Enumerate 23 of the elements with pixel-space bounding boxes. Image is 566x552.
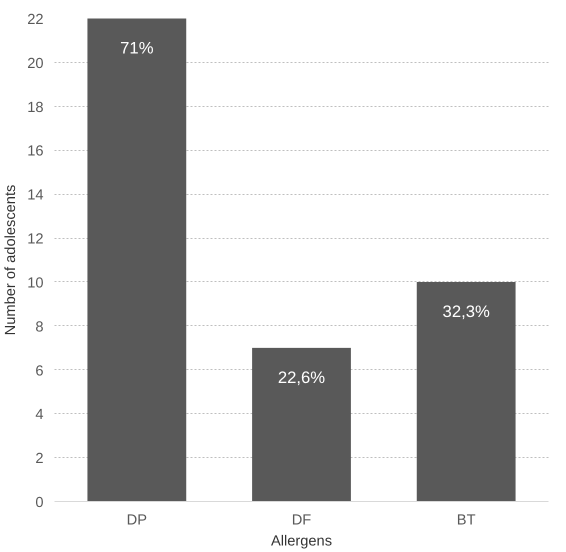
y-tick-label: 22 bbox=[27, 12, 44, 28]
y-tick-label: 16 bbox=[27, 144, 44, 160]
bar bbox=[87, 18, 186, 502]
y-tick-label: 8 bbox=[35, 319, 44, 336]
annotation: 32,3% bbox=[442, 302, 490, 321]
x-tick-label: DP bbox=[126, 512, 148, 528]
y-tick-label: 10 bbox=[27, 275, 44, 292]
bar bbox=[252, 348, 351, 502]
y-tick-label: 20 bbox=[27, 56, 44, 72]
y-tick-label: 4 bbox=[35, 407, 44, 424]
x-axis-title: Allergens bbox=[270, 534, 332, 550]
y-tick-label: 6 bbox=[35, 363, 44, 380]
y-axis-title: Number of adolescents bbox=[3, 184, 20, 336]
y-tick-label: 18 bbox=[27, 100, 44, 116]
x-tick-label: DF bbox=[292, 512, 312, 528]
y-tick-label: 2 bbox=[35, 451, 44, 468]
x-tick-label: BT bbox=[456, 512, 476, 528]
y-tick-label: 12 bbox=[27, 232, 44, 248]
y-tick-label: 0 bbox=[35, 495, 44, 511]
annotation: 22,6% bbox=[278, 368, 326, 387]
bar bbox=[416, 282, 516, 502]
y-tick-label: 14 bbox=[27, 188, 44, 204]
annotation: 71% bbox=[120, 38, 154, 58]
